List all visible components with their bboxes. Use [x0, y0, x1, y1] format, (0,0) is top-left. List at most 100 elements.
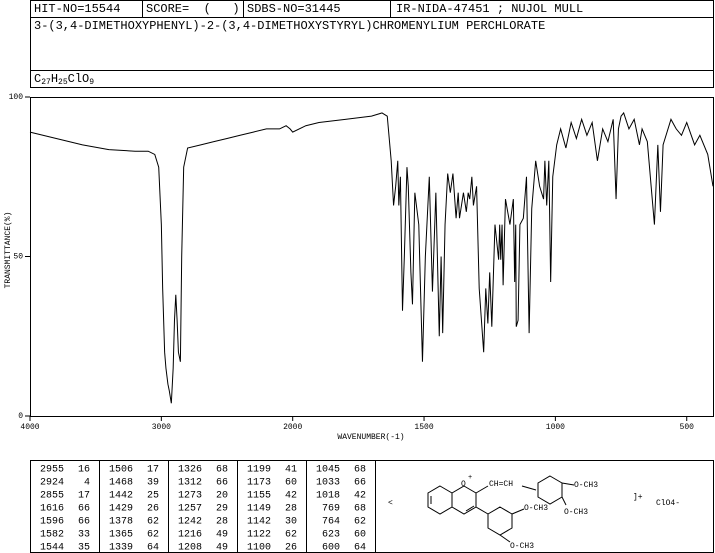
peak-table: 2955 16 2924 4 2855 17 1616 66 1596 66 1582 33 1544 3…: [40, 460, 366, 553]
structure: [427, 475, 575, 543]
peak-wavenumber: 623: [322, 530, 340, 541]
benzo-ring: [427, 485, 453, 515]
peak-wavenumber: 1429: [109, 504, 133, 515]
score: SCORE= ( ): [146, 2, 240, 16]
peak-wavenumber: 1596: [40, 517, 64, 528]
peak-wavenumber: 1033: [316, 478, 340, 489]
peak-wavenumber: 1242: [178, 517, 202, 528]
structure-label: O: [461, 480, 466, 489]
peak-wavenumber: 1149: [247, 504, 271, 515]
peak-transmittance: 64: [147, 543, 159, 553]
peak-transmittance: 68: [354, 465, 366, 476]
peak-transmittance: 49: [216, 530, 228, 541]
bond: [475, 485, 489, 494]
peak-wavenumber: 1582: [40, 530, 64, 541]
structure-label: ClO4-: [656, 499, 680, 508]
structure-label: ]+: [633, 493, 643, 502]
peak-transmittance: 17: [78, 491, 90, 502]
peak-wavenumber: 1216: [178, 530, 202, 541]
bond: [561, 496, 567, 506]
peak-transmittance: 20: [216, 491, 228, 502]
sdbs-no: SDBS-NO=31445: [247, 2, 341, 16]
peak-wavenumber: 1257: [178, 504, 202, 515]
peak-wavenumber: 1312: [178, 478, 202, 489]
peak-wavenumber: 1326: [178, 465, 202, 476]
structure-label: O-CH3: [510, 542, 534, 551]
bond: [561, 482, 575, 486]
peak-wavenumber: 2855: [40, 491, 64, 502]
ir-id: IR-NIDA-47451 ; NUJOL MULL: [396, 2, 583, 16]
peak-wavenumber: 1199: [247, 465, 271, 476]
peak-transmittance: 17: [147, 465, 159, 476]
bond: [475, 506, 489, 515]
peak-wavenumber: 1468: [109, 478, 133, 489]
x-tick-label: 2000: [283, 423, 302, 432]
y-tick-label: 50: [13, 253, 23, 262]
structure-labels: < O + CH=CH O-CH3 O-CH3 O-CH3 O-CH3 ]+ C…: [388, 474, 680, 551]
hit-no: HIT-NO=15544: [34, 2, 120, 16]
formula-sub: 9: [89, 78, 94, 87]
structure-label: <: [388, 499, 393, 508]
peak-wavenumber: 1100: [247, 543, 271, 553]
phenyl-ring: [487, 506, 513, 536]
peak-transmittance: 25: [147, 491, 159, 502]
peak-wavenumber: 600: [322, 543, 340, 553]
peak-wavenumber: 2924: [40, 478, 64, 489]
x-axis-label: WAVENUMBER(-1): [337, 433, 404, 442]
compound-name: 3-(3,4-DIMETHOXYPHENYL)-2-(3,4-DIMETHOXY…: [34, 19, 545, 33]
peak-wavenumber: 1544: [40, 543, 64, 553]
peak-wavenumber: 1378: [109, 517, 133, 528]
peak-transmittance: 68: [216, 465, 228, 476]
header-box: [30, 0, 714, 88]
peak-wavenumber: 1122: [247, 530, 271, 541]
peak-wavenumber: 1506: [109, 465, 133, 476]
formula-sub: 27: [41, 78, 51, 87]
peak-transmittance: 62: [285, 530, 297, 541]
x-tick-label: 500: [680, 423, 695, 432]
peak-wavenumber: 1018: [316, 491, 340, 502]
formula-part: ClO: [68, 72, 90, 86]
x-tick-label: 3000: [152, 423, 171, 432]
peak-transmittance: 62: [147, 517, 159, 528]
peak-transmittance: 60: [354, 530, 366, 541]
y-tick-label: 100: [9, 93, 24, 102]
peak-transmittance: 30: [285, 517, 297, 528]
peak-wavenumber: 1616: [40, 504, 64, 515]
peak-wavenumber: 1365: [109, 530, 133, 541]
peak-transmittance: 66: [78, 504, 90, 515]
structure-label: O-CH3: [524, 504, 548, 513]
y-tick-label: 0: [18, 412, 23, 421]
peak-transmittance: 64: [354, 543, 366, 553]
peak-transmittance: 66: [78, 517, 90, 528]
peak-wavenumber: 1173: [247, 478, 271, 489]
peak-wavenumber: 1339: [109, 543, 133, 553]
peak-transmittance: 66: [354, 478, 366, 489]
bond: [465, 505, 475, 512]
y-axis-label: TRANSMITTANCE(%): [4, 212, 13, 289]
x-tick-label: 1500: [414, 423, 433, 432]
peak-transmittance: 28: [216, 517, 228, 528]
formula-sub: 25: [58, 78, 68, 87]
peak-transmittance: 41: [285, 465, 297, 476]
formula-part: H: [51, 72, 58, 86]
bond: [511, 508, 525, 515]
formula-part: C: [34, 72, 41, 86]
peak-wavenumber: 1155: [247, 491, 271, 502]
peak-wavenumber: 764: [322, 517, 340, 528]
peak-transmittance: 26: [147, 504, 159, 515]
x-tick-label: 4000: [20, 423, 39, 432]
structure-label: +: [468, 474, 472, 482]
peak-transmittance: 62: [147, 530, 159, 541]
peak-wavenumber: 1273: [178, 491, 202, 502]
peak-transmittance: 49: [216, 543, 228, 553]
peak-transmittance: 29: [216, 504, 228, 515]
spectrum-line: [29, 111, 714, 404]
structure-label: O-CH3: [574, 481, 598, 490]
peak-wavenumber: 1142: [247, 517, 271, 528]
peak-transmittance: 16: [78, 465, 90, 476]
x-tick-label: 1000: [546, 423, 565, 432]
structure-label: CH=CH: [489, 480, 513, 489]
peak-wavenumber: 2955: [40, 465, 64, 476]
structure-label: O-CH3: [564, 508, 588, 517]
